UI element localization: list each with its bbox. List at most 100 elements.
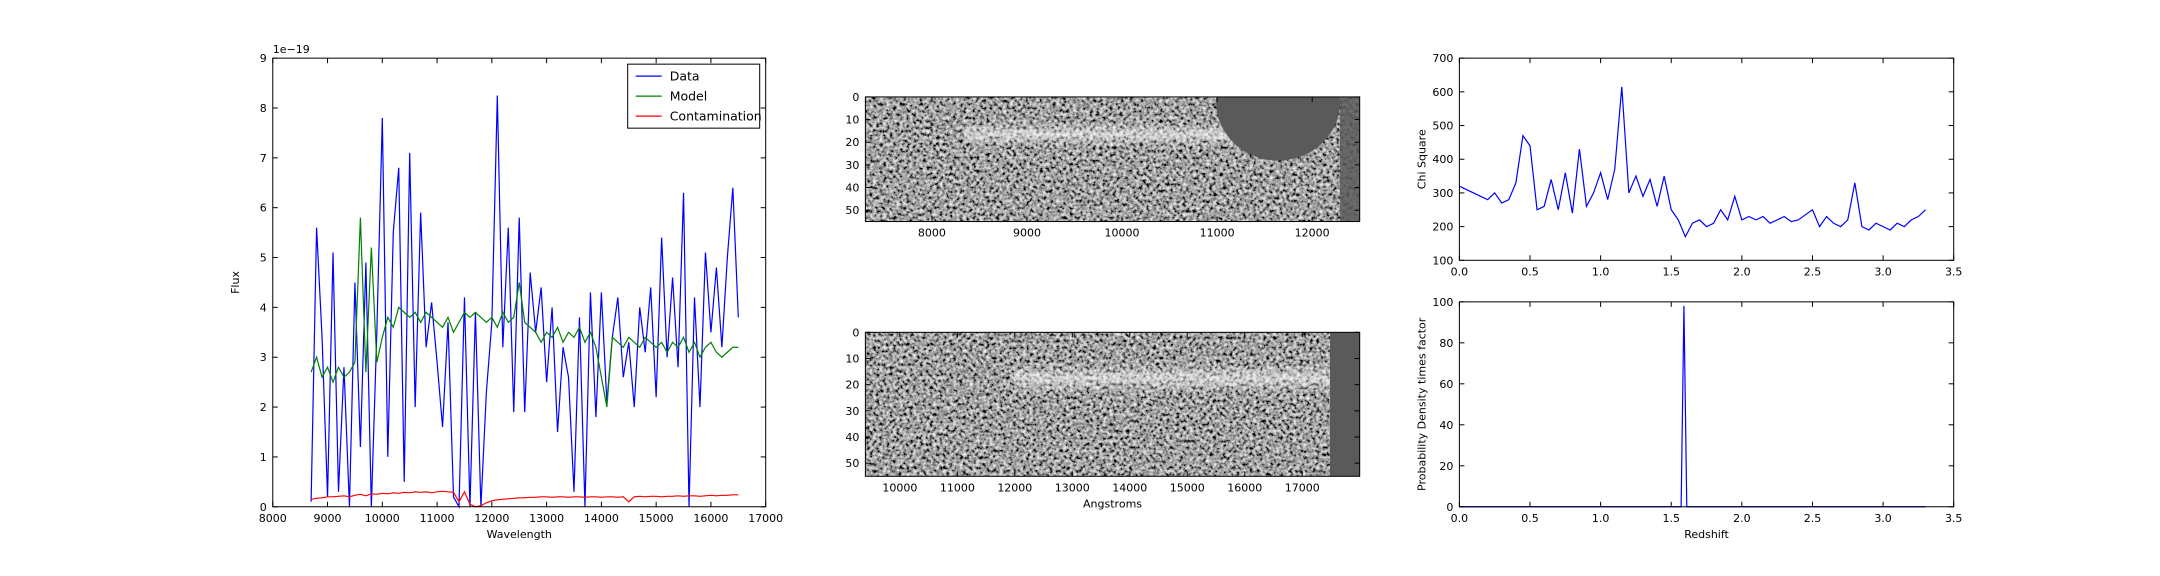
- y-axis-label: Probability Density times factor: [1415, 317, 1428, 491]
- x-tick-label: 3.5: [1945, 512, 1963, 525]
- x-tick-label: 17000: [748, 512, 783, 525]
- y-tick-label: 200: [1432, 221, 1453, 234]
- axes-frame: [1458, 301, 1955, 508]
- x-tick-label: 10000: [882, 481, 917, 494]
- axes-frame: [1458, 57, 1955, 261]
- masked-region: [1216, 96, 1340, 161]
- y-tick-label: 0: [852, 326, 859, 339]
- x-tick-label: 2.5: [1804, 512, 1822, 525]
- y-tick-label: 50: [845, 457, 859, 470]
- x-tick-label: 12000: [1295, 227, 1330, 240]
- x-tick-label: 3.0: [1874, 265, 1892, 278]
- x-tick-label: 16000: [693, 512, 728, 525]
- x-tick-label: 1.5: [1662, 265, 1680, 278]
- y-tick-label: 0: [1446, 501, 1453, 514]
- y-tick-label: 300: [1432, 187, 1453, 200]
- y-tick-label: 40: [845, 182, 859, 195]
- x-tick-label: 13000: [1055, 481, 1090, 494]
- masked-strip: [1330, 332, 1360, 477]
- x-tick-label: 3.5: [1945, 265, 1963, 278]
- x-tick-label: 10000: [1105, 227, 1140, 240]
- x-tick-label: 0.0: [1451, 512, 1469, 525]
- x-tick-label: 2.0: [1733, 265, 1751, 278]
- series-line: [1459, 86, 1926, 239]
- y-tick-label: 5: [260, 252, 267, 265]
- panel: 8000 9000 10000 11000 12000 13000 14000 15000 16…: [229, 43, 783, 541]
- y-tick-label: 0: [852, 91, 859, 104]
- image-noise: [865, 332, 1360, 477]
- y-tick-label: 6: [260, 202, 267, 215]
- offset-label: 1e−19: [273, 43, 310, 56]
- x-tick-label: 1.5: [1662, 512, 1680, 525]
- y-tick-label: 4: [260, 301, 267, 314]
- x-tick-label: 11000: [940, 481, 975, 494]
- y-tick-label: 100: [1432, 296, 1453, 309]
- x-tick-label: 11000: [420, 512, 455, 525]
- x-tick-label: 1.0: [1592, 512, 1610, 525]
- x-tick-label: 1.0: [1592, 265, 1610, 278]
- y-tick-label: 600: [1432, 86, 1453, 99]
- y-tick-label: 400: [1432, 153, 1453, 166]
- y-tick-label: 3: [260, 351, 267, 364]
- series-line: [1459, 305, 1926, 508]
- series-line: [310, 95, 739, 510]
- y-axis-label: Flux: [229, 271, 242, 294]
- x-tick-label: 15000: [1170, 481, 1205, 494]
- series-line: [311, 490, 739, 508]
- x-tick-label: 15000: [639, 512, 674, 525]
- y-tick-label: 1: [260, 451, 267, 464]
- y-tick-label: 30: [845, 159, 859, 172]
- x-tick-label: 14000: [1112, 481, 1147, 494]
- x-axis-label: Wavelength: [487, 528, 552, 541]
- y-tick-label: 80: [1439, 337, 1453, 350]
- masked-strip: [1339, 96, 1360, 222]
- legend-label: Data: [670, 69, 700, 84]
- x-tick-label: 8000: [918, 227, 946, 240]
- panel: 0.0 0.5 1.0 1.5 2.0 2.5 3.0 3.5 100 200 300 400 500 6…: [1415, 52, 1962, 278]
- x-tick-label: 9000: [314, 512, 342, 525]
- x-tick-label: 13000: [529, 512, 564, 525]
- x-tick-label: 3.0: [1874, 512, 1892, 525]
- emission-band: [1013, 363, 1331, 393]
- x-tick-label: 9000: [1013, 227, 1041, 240]
- x-tick-label: 14000: [584, 512, 619, 525]
- axes-frame: [864, 96, 1361, 223]
- y-tick-label: 40: [1439, 419, 1453, 432]
- y-tick-label: 700: [1432, 52, 1453, 65]
- y-tick-label: 20: [845, 136, 859, 149]
- x-tick-label: 11000: [1200, 227, 1235, 240]
- y-tick-label: 60: [1439, 378, 1453, 391]
- y-tick-label: 50: [845, 204, 859, 217]
- y-tick-label: 0: [260, 501, 267, 514]
- y-tick-label: 20: [845, 379, 859, 392]
- y-tick-label: 10: [845, 114, 859, 127]
- panel: 0.0 0.5 1.0 1.5 2.0 2.5 3.0 3.5 0 20 40 60 80 100 Reds…: [1415, 296, 1962, 541]
- legend-label: Model: [670, 89, 708, 104]
- x-tick-label: 10000: [365, 512, 400, 525]
- x-tick-label: 16000: [1227, 481, 1262, 494]
- panel: 8000 9000 10000 11000 12000 0 10 20 30 40 50: [845, 91, 1361, 240]
- y-tick-label: 8: [260, 102, 267, 115]
- series-line: [310, 217, 739, 408]
- panel: 10000 11000 12000 13000 14000 15000 16000 17000…: [845, 326, 1361, 510]
- x-tick-label: 2.0: [1733, 512, 1751, 525]
- y-tick-label: 500: [1432, 120, 1453, 133]
- axes-frame: [272, 57, 767, 508]
- x-tick-label: 12000: [997, 481, 1032, 494]
- emission-band: [964, 121, 1237, 147]
- y-tick-label: 20: [1439, 460, 1453, 473]
- axes-frame: [864, 331, 1361, 477]
- x-tick-label: 0.5: [1521, 265, 1539, 278]
- y-tick-label: 7: [260, 152, 267, 165]
- y-tick-label: 40: [845, 431, 859, 444]
- x-tick-label: 0.5: [1521, 512, 1539, 525]
- x-tick-label: 12000: [474, 512, 509, 525]
- legend-label: Contamination: [670, 109, 762, 124]
- y-axis-label: Chi Square: [1415, 129, 1428, 189]
- x-tick-label: 17000: [1285, 481, 1320, 494]
- x-axis-label: Redshift: [1684, 528, 1729, 541]
- y-tick-label: 30: [845, 405, 859, 418]
- x-tick-label: 2.5: [1804, 265, 1822, 278]
- y-tick-label: 2: [260, 401, 267, 414]
